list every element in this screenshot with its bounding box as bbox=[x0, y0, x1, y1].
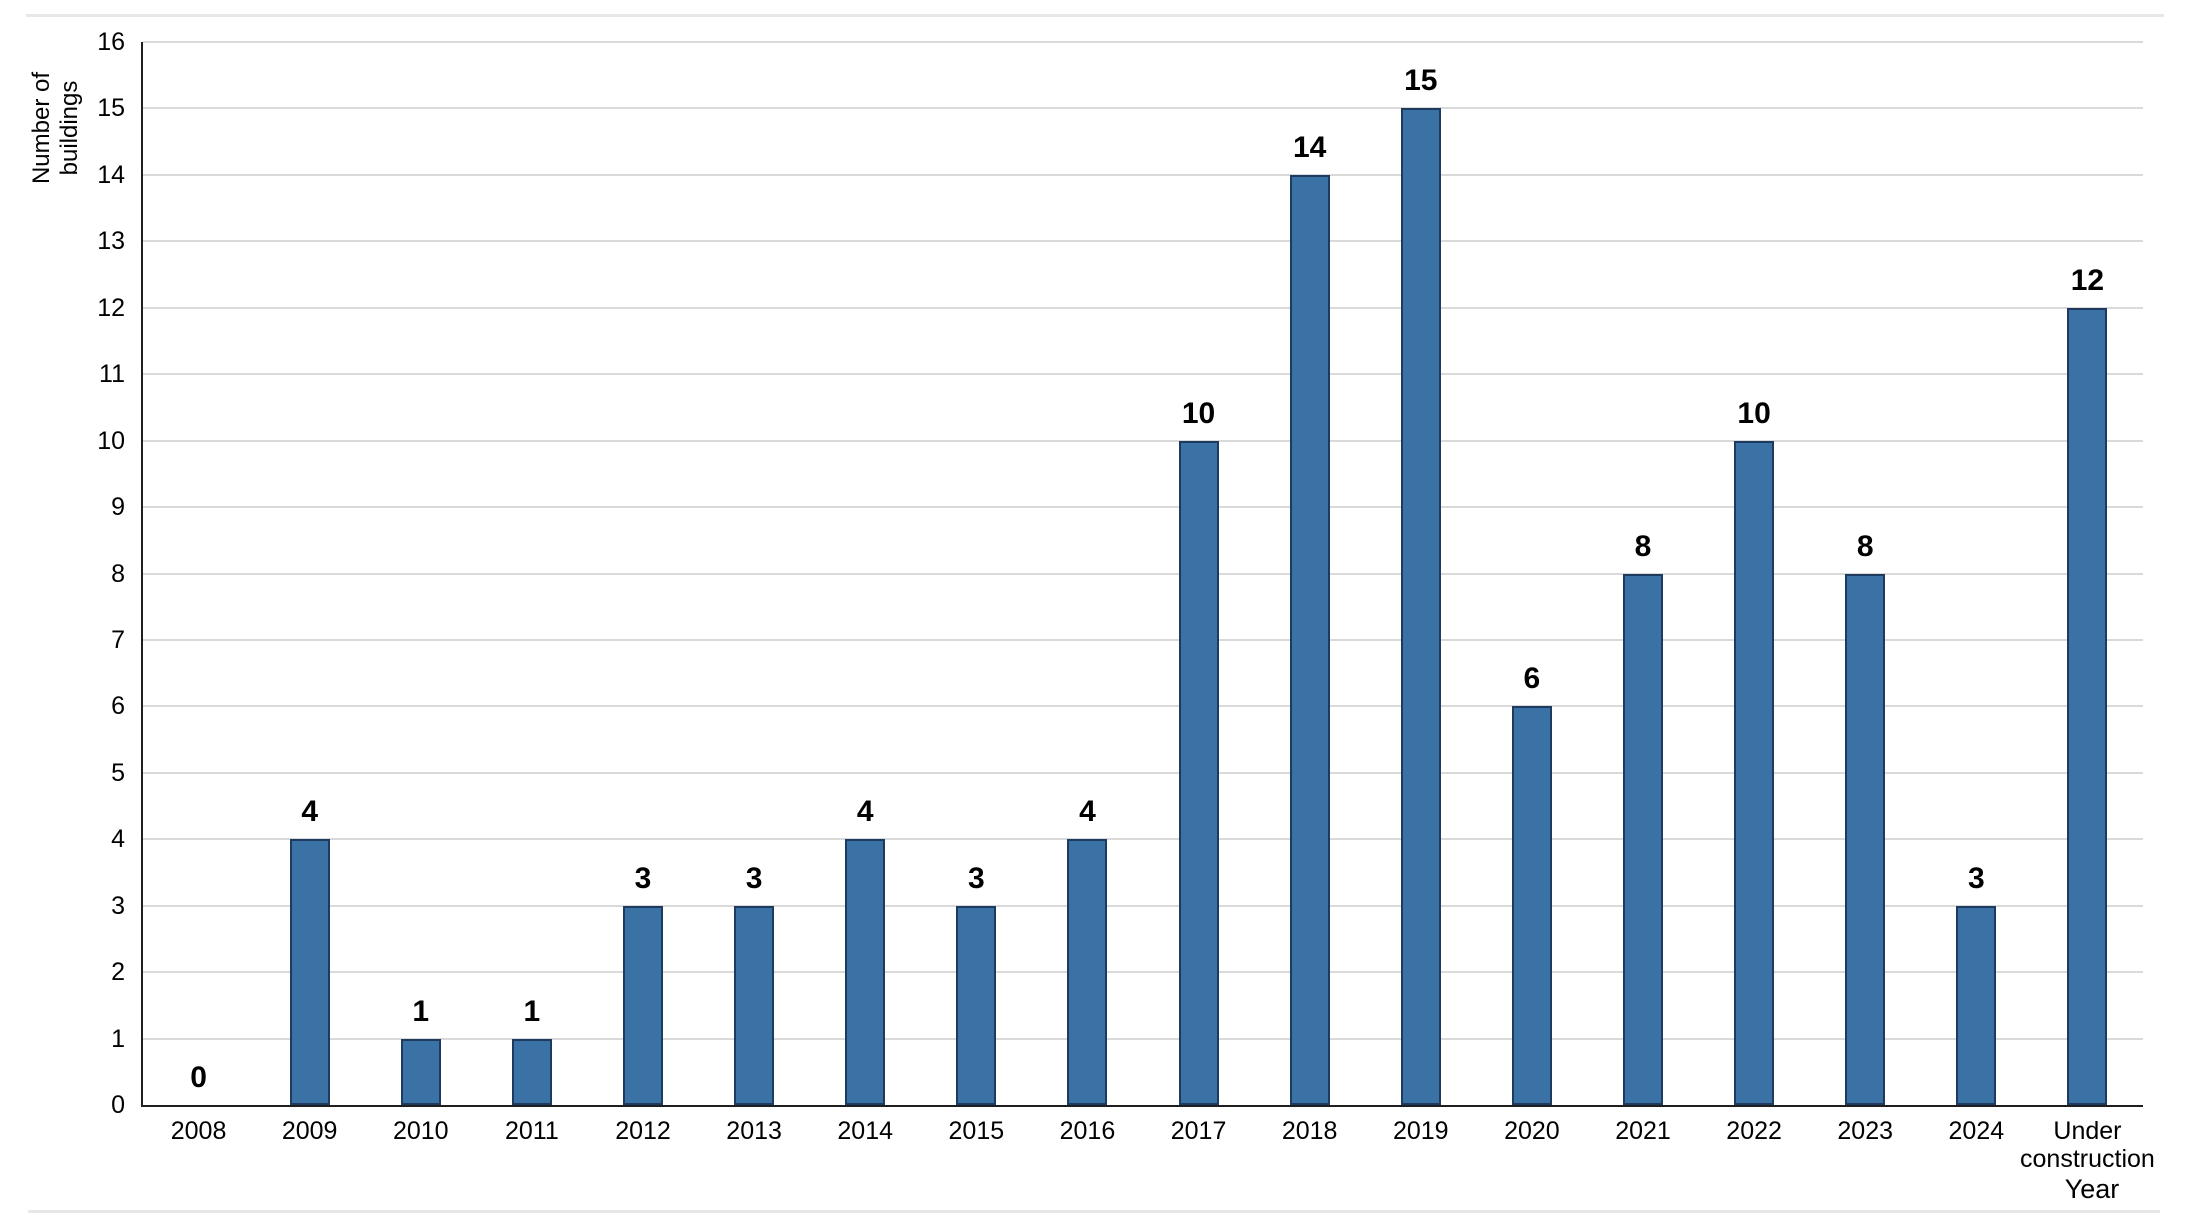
gridline bbox=[143, 904, 2143, 907]
y-tick-label: 9 bbox=[111, 493, 125, 522]
value-label: 4 bbox=[856, 795, 874, 829]
value-label: 1 bbox=[523, 994, 541, 1028]
bar bbox=[845, 839, 886, 1105]
x-tick-label: 2021 bbox=[1615, 1117, 1671, 1145]
bar bbox=[1178, 440, 1219, 1105]
bar bbox=[734, 905, 775, 1105]
bar bbox=[623, 905, 663, 1105]
bar bbox=[2067, 307, 2108, 1105]
x-tick-label: 2015 bbox=[948, 1117, 1005, 1145]
value-label: 1 bbox=[412, 994, 430, 1028]
bar bbox=[1400, 108, 1441, 1105]
gridline bbox=[143, 1037, 2143, 1040]
value-label: 3 bbox=[634, 861, 652, 895]
x-tick-label: 2020 bbox=[1504, 1117, 1560, 1145]
y-tick-label: 1 bbox=[111, 1024, 125, 1053]
gridline bbox=[143, 572, 2143, 575]
bar bbox=[1845, 573, 1886, 1105]
y-tick-label: 13 bbox=[97, 227, 125, 256]
x-tick-label: 2013 bbox=[726, 1117, 782, 1145]
x-tick-label: 2023 bbox=[1837, 1117, 1894, 1145]
value-label: 12 bbox=[2070, 263, 2105, 297]
gridline bbox=[143, 41, 2143, 43]
bar bbox=[1511, 706, 1552, 1105]
value-label: 3 bbox=[967, 861, 985, 895]
y-tick-label: 0 bbox=[111, 1091, 125, 1119]
value-label: 0 bbox=[190, 1061, 207, 1094]
x-tick-label: 2017 bbox=[1170, 1117, 1227, 1145]
x-tick-label: 2009 bbox=[281, 1117, 338, 1145]
x-tick-label: 2012 bbox=[615, 1117, 671, 1145]
x-tick-label: 2018 bbox=[1281, 1117, 1338, 1145]
value-label: 10 bbox=[1181, 396, 1216, 430]
gridline bbox=[143, 107, 2143, 110]
x-tick-label: 2016 bbox=[1059, 1117, 1116, 1145]
y-tick-label: 6 bbox=[111, 692, 125, 721]
value-label: 3 bbox=[745, 861, 763, 895]
x-axis-title: Year bbox=[2064, 1174, 2120, 1204]
gridline bbox=[143, 439, 2143, 442]
y-tick-label: 14 bbox=[97, 160, 125, 189]
gridline bbox=[143, 638, 2143, 641]
bar bbox=[1067, 839, 1108, 1105]
x-tick-label: 2010 bbox=[392, 1117, 449, 1145]
y-tick-label: 15 bbox=[97, 94, 125, 123]
bar bbox=[511, 1038, 552, 1105]
value-label: 8 bbox=[1634, 529, 1652, 563]
y-tick-label: 12 bbox=[97, 293, 125, 322]
bar bbox=[289, 839, 330, 1105]
value-label: 14 bbox=[1292, 130, 1327, 164]
y-tick-label: 10 bbox=[97, 426, 125, 455]
gridline bbox=[143, 705, 2143, 708]
value-label: 10 bbox=[1737, 396, 1771, 430]
gridline bbox=[143, 373, 2143, 376]
y-axis-line bbox=[141, 42, 143, 1107]
gridline bbox=[143, 240, 2143, 243]
x-tick-label: 2011 bbox=[504, 1117, 559, 1145]
bar bbox=[1623, 573, 1663, 1105]
gridline bbox=[143, 838, 2143, 841]
value-label: 15 bbox=[1404, 64, 1438, 98]
y-tick-label: 16 bbox=[97, 28, 125, 56]
bottom-divider bbox=[28, 1210, 2160, 1213]
top-divider bbox=[26, 14, 2164, 17]
x-tick-label: 2019 bbox=[1392, 1117, 1449, 1145]
y-tick-label: 4 bbox=[111, 825, 125, 854]
value-label: 4 bbox=[1079, 795, 1096, 829]
value-label: 8 bbox=[1856, 529, 1874, 563]
y-tick-label: 3 bbox=[111, 891, 125, 920]
gridline bbox=[143, 173, 2143, 176]
y-tick-label: 8 bbox=[111, 559, 125, 588]
x-axis-line bbox=[141, 1105, 2143, 1107]
gridline bbox=[143, 506, 2143, 509]
value-label: 4 bbox=[301, 795, 318, 829]
y-tick-label: 7 bbox=[111, 625, 125, 654]
value-label: 3 bbox=[1967, 861, 1985, 895]
x-tick-label: 2022 bbox=[1726, 1117, 1782, 1145]
y-axis-title: Number of buildings bbox=[28, 71, 83, 185]
bar bbox=[1956, 905, 1997, 1105]
value-label: 6 bbox=[1523, 662, 1541, 696]
x-tick-label: 2008 bbox=[170, 1117, 227, 1145]
y-tick-label: 2 bbox=[111, 958, 125, 987]
x-tick-label: 2024 bbox=[1948, 1117, 2005, 1145]
x-tick-label: 2014 bbox=[837, 1117, 894, 1145]
bar bbox=[400, 1038, 441, 1105]
x-tick-label: Under construction bbox=[2020, 1117, 2155, 1173]
y-tick-label: 5 bbox=[111, 758, 125, 787]
gridline bbox=[143, 971, 2143, 974]
bar bbox=[1289, 174, 1330, 1105]
bar bbox=[956, 905, 997, 1105]
bar bbox=[1734, 440, 1775, 1105]
gridline bbox=[143, 771, 2143, 774]
y-tick-label: 11 bbox=[99, 360, 125, 389]
gridline bbox=[143, 306, 2143, 309]
